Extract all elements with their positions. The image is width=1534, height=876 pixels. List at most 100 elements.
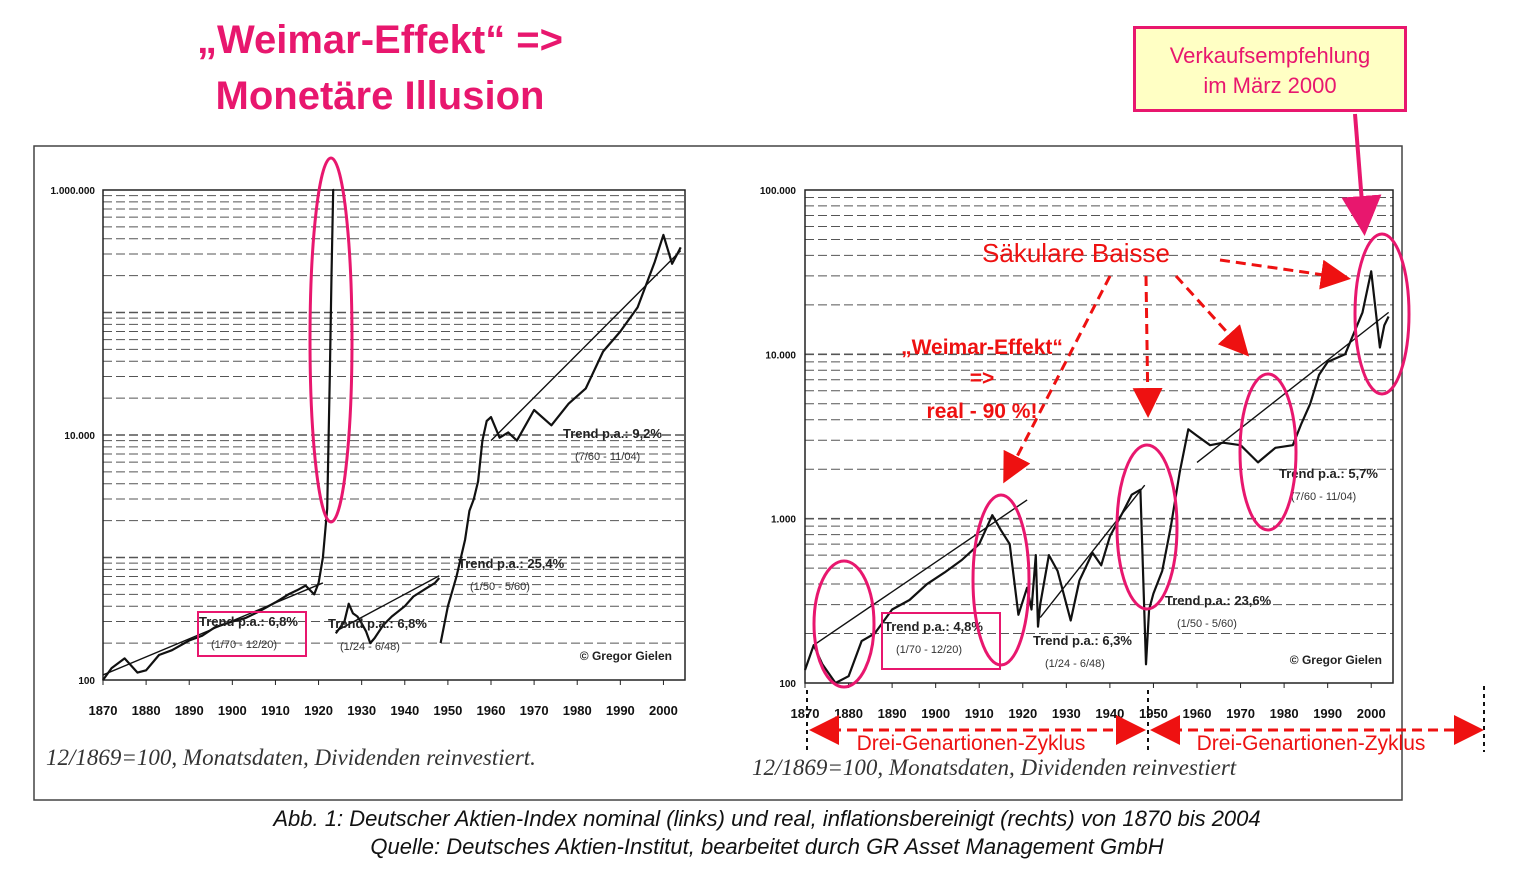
trend-line (490, 250, 682, 442)
left-chart-panel: 1.000.000 10.000 100 1870 1880 1890 1900 1910 19… (46, 186, 686, 770)
x-tick-label: 1920 (304, 703, 333, 718)
x-tick-label: 1930 (1052, 706, 1081, 721)
figure-caption-line2: Quelle: Deutsches Aktien-Institut, bearb… (370, 834, 1164, 859)
copyright-text: © Gregor Gielen (580, 649, 672, 663)
y-tick-label: 100.000 (760, 186, 797, 197)
baisse-arrow (1219, 258, 1351, 290)
trend-label-text: Trend p.a.: 5,7% (1279, 466, 1378, 481)
baisse-arrow (1003, 275, 1112, 484)
footnote-text: 12/1869=100, Monatsdaten, Dividenden rei… (752, 755, 1237, 780)
baisse-ellipse-1948 (1115, 443, 1179, 611)
baisse-ellipse-2000 (1353, 232, 1411, 396)
trend-label: Trend p.a.: 4,8% (1/70 - 12/20) (884, 619, 983, 656)
trend-label-text: Trend p.a.: 4,8% (884, 619, 983, 634)
x-tick-label: 1970 (1226, 706, 1255, 721)
baisse-ellipse-1880 (812, 559, 876, 689)
trend-range-text: (1/50 - 5/60) (470, 581, 530, 593)
headline-line2: Monetäre Illusion (215, 74, 545, 118)
index-series-line (803, 270, 1390, 685)
figure-caption-line1: Abb. 1: Deutscher Aktien-Index nominal (… (273, 806, 1261, 831)
recommendation-line2: im März 2000 (1203, 73, 1337, 98)
footnote-text: 12/1869=100, Monatsdaten, Dividenden rei… (46, 745, 536, 770)
x-tick-label: 1990 (606, 703, 635, 718)
x-tick-label: 1870 (791, 706, 820, 721)
x-tick-label: 1990 (1313, 706, 1342, 721)
trend-line (102, 582, 324, 676)
baisse-ellipse-1975 (1238, 372, 1298, 532)
sell-recommendation-box: Verkaufsempfehlung im März 2000 (1133, 26, 1407, 112)
trend-box-left (197, 611, 307, 657)
trend-label: Trend p.a.: 6,8% (1/70 - 12/20) (199, 614, 298, 651)
plot-area (804, 189, 1394, 684)
x-tick-label: 1890 (175, 703, 204, 718)
x-tick-label: 1980 (1270, 706, 1299, 721)
y-tick-label: 1.000.000 (51, 186, 96, 197)
trend-line (1039, 484, 1146, 619)
trend-range-text: (1/70 - 12/20) (211, 639, 277, 651)
x-tick-label: 1970 (520, 703, 549, 718)
x-tick-label: 1950 (433, 703, 462, 718)
trend-range-text: (1/50 - 5/60) (1177, 618, 1237, 630)
x-tick-label: 1930 (347, 703, 376, 718)
cycle-label-2: Drei-Genartionen-Zyklus (1197, 732, 1426, 755)
x-tick-label: 1940 (390, 703, 419, 718)
baisse-arrow (1132, 275, 1163, 418)
saekulare-baisse-label: Säkulare Baisse (982, 238, 1170, 268)
index-series-line (439, 233, 682, 644)
y-tick-label: 100 (779, 679, 796, 690)
weimar-real-label-1: „Weimar-Effekt“ (901, 336, 1063, 359)
figure-frame (33, 145, 1403, 801)
x-tick-label: 1910 (965, 706, 994, 721)
annotation-overlays: Säkulare Baisse „Weimar-Effekt“ => real - 9… (197, 113, 1485, 755)
x-tick-label: 2000 (649, 703, 678, 718)
index-series-line (334, 577, 441, 645)
x-tick-label: 1920 (1008, 706, 1037, 721)
x-tick-label: 2000 (1357, 706, 1386, 721)
trend-range-text: (7/60 - 11/04) (575, 451, 640, 463)
x-tick-label: 1940 (1095, 706, 1124, 721)
trend-range-text: (1/70 - 12/20) (896, 644, 962, 656)
x-tick-label: 1960 (477, 703, 506, 718)
weimar-real-label-2: => (970, 367, 995, 390)
trend-label: Trend p.a.: 5,7% (7/60 - 11/04) (1279, 466, 1378, 503)
x-tick-label: 1870 (89, 703, 118, 718)
trend-label: Trend p.a.: 6,8% (1/24 - 6/48) (328, 616, 427, 653)
trend-label: Trend p.a.: 6,3% (1/24 - 6/48) (1033, 633, 1132, 670)
trend-label-text: Trend p.a.: 6,8% (199, 614, 298, 629)
right-chart-panel: 100.000 10.000 1.000 100 1870 1880 1890 1900 191… (752, 186, 1394, 780)
weimar-spike-ellipse (308, 156, 354, 524)
y-tick-label: 1.000 (771, 515, 796, 526)
y-tick-label: 10.000 (64, 431, 95, 442)
trend-line (813, 499, 1028, 646)
copyright-text: © Gregor Gielen (1290, 653, 1382, 667)
trend-box-right (881, 612, 1001, 670)
y-tick-label: 10.000 (765, 350, 796, 361)
plot-area (102, 189, 686, 681)
trend-range-text: (1/24 - 6/48) (1045, 658, 1105, 670)
recommendation-arrow (1341, 113, 1382, 236)
x-tick-label: 1900 (921, 706, 950, 721)
x-tick-label: 1890 (878, 706, 907, 721)
x-tick-label: 1950 (1139, 706, 1168, 721)
x-tick-label: 1980 (563, 703, 592, 718)
trend-label-text: Trend p.a.: 9,2% (563, 426, 662, 441)
trend-label: Trend p.a.: 25,4% (1/50 - 5/60) (458, 556, 565, 593)
x-tick-label: 1910 (261, 703, 290, 718)
y-tick-label: 100 (78, 676, 95, 687)
trend-label-text: Trend p.a.: 25,4% (458, 556, 565, 571)
trend-label: Trend p.a.: 9,2% (7/60 - 11/04) (563, 426, 662, 463)
headline-line1: „Weimar-Effekt“ => (196, 18, 564, 62)
recommendation-line1: Verkaufsempfehlung (1169, 43, 1371, 68)
weimar-real-label-3: real - 90 %! (927, 400, 1038, 423)
headline: „Weimar-Effekt“ => Monetäre Illusion (150, 12, 610, 124)
trend-label-text: Trend p.a.: 23,6% (1165, 593, 1272, 608)
baisse-arrow (1174, 274, 1250, 357)
trend-label-text: Trend p.a.: 6,3% (1033, 633, 1132, 648)
x-tick-label: 1880 (132, 703, 161, 718)
x-tick-label: 1900 (218, 703, 247, 718)
trend-label-text: Trend p.a.: 6,8% (328, 616, 427, 631)
trend-range-text: (7/60 - 11/04) (1291, 491, 1356, 503)
cycle-label-1: Drei-Genartionen-Zyklus (857, 732, 1086, 755)
trend-line (335, 575, 440, 632)
